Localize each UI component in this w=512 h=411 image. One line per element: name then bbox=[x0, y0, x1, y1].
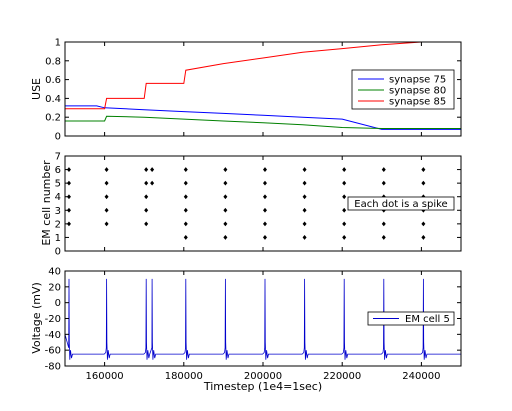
spike-dot bbox=[104, 194, 109, 200]
spike-dot bbox=[302, 235, 307, 240]
spike-dot bbox=[421, 221, 426, 227]
spike-dot bbox=[381, 235, 386, 240]
spike-dot bbox=[183, 235, 188, 240]
voltage-ylabel: Voltage (mV) bbox=[30, 282, 43, 354]
spike-dot bbox=[302, 167, 307, 172]
spike-dot bbox=[183, 194, 188, 200]
spike-dot bbox=[342, 221, 347, 227]
em-cell-ytick-label: 1 bbox=[55, 233, 61, 244]
spike-dot bbox=[104, 167, 109, 172]
legend-label: EM cell 5 bbox=[405, 314, 450, 325]
spike-dot bbox=[104, 207, 109, 213]
voltage-ytick-label: -80 bbox=[45, 362, 61, 373]
spike-dot bbox=[144, 194, 149, 200]
spike-dot bbox=[302, 207, 307, 213]
voltage-ytick-label: -60 bbox=[45, 346, 61, 357]
spike-dot bbox=[302, 180, 307, 186]
use-ytick-label: 0.6 bbox=[45, 75, 61, 86]
series-line bbox=[65, 105, 461, 130]
spike-dot bbox=[150, 180, 155, 186]
em-cell-ylabel: EM cell number bbox=[40, 160, 53, 246]
spike-dot bbox=[342, 207, 347, 213]
spike-dot bbox=[144, 221, 149, 227]
series-line bbox=[65, 42, 461, 110]
spike-dot bbox=[104, 180, 109, 186]
em-cell-ytick-label: 4 bbox=[55, 192, 61, 203]
em-cell-ytick-label: 7 bbox=[55, 152, 61, 163]
timestep-xlabel: Timestep (1e4=1sec) bbox=[203, 380, 322, 393]
xtick-label: 200000 bbox=[244, 371, 282, 382]
voltage-ytick-label: -20 bbox=[45, 314, 61, 325]
voltage-ytick-label: 40 bbox=[48, 267, 61, 278]
spike-dot bbox=[342, 167, 347, 172]
legend-label: synapse 75 bbox=[389, 75, 446, 86]
voltage-legend: EM cell 5 bbox=[367, 311, 455, 326]
spike-dot bbox=[262, 180, 267, 186]
spike-dot bbox=[223, 167, 228, 172]
spike-annotation-box bbox=[347, 196, 455, 211]
spike-dot bbox=[144, 180, 149, 186]
spike-dot bbox=[183, 167, 188, 172]
spike-dot bbox=[223, 235, 228, 240]
em-cell-ytick-label: 3 bbox=[55, 206, 61, 217]
use-ytick-label: 0.2 bbox=[45, 113, 61, 124]
spike-dot bbox=[223, 207, 228, 213]
spike-dot bbox=[223, 221, 228, 227]
spike-dot bbox=[421, 167, 426, 172]
spike-dot bbox=[381, 167, 386, 172]
spike-dot bbox=[381, 180, 386, 186]
series-line bbox=[65, 115, 461, 129]
spike-annotation: Each dot is a spike bbox=[354, 199, 447, 210]
xtick-label: 220000 bbox=[323, 371, 361, 382]
xtick-label: 180000 bbox=[165, 371, 203, 382]
spike-dot bbox=[262, 167, 267, 172]
spike-dot bbox=[183, 180, 188, 186]
spike-dot bbox=[421, 235, 426, 240]
spike-dot bbox=[183, 221, 188, 227]
spike-dot bbox=[342, 180, 347, 186]
voltage-trace bbox=[65, 278, 461, 360]
spike-dot bbox=[262, 207, 267, 213]
xtick-label: 240000 bbox=[402, 371, 440, 382]
legend-label: synapse 80 bbox=[389, 86, 446, 97]
spike-dot bbox=[183, 207, 188, 213]
use-ytick-label: 0.4 bbox=[45, 94, 61, 105]
voltage-ytick-label: 0 bbox=[55, 298, 61, 309]
use-ytick-label: 1 bbox=[55, 38, 61, 49]
spike-dot bbox=[302, 194, 307, 200]
spike-dot bbox=[262, 235, 267, 240]
em-cell-ytick-label: 5 bbox=[55, 179, 61, 190]
spike-dot bbox=[262, 194, 267, 200]
spike-dot bbox=[223, 194, 228, 200]
spike-dot bbox=[104, 221, 109, 227]
use-ylabel: USE bbox=[30, 78, 43, 100]
voltage-ytick-label: -40 bbox=[45, 330, 61, 341]
spike-dot bbox=[144, 167, 149, 172]
spike-dot bbox=[302, 221, 307, 227]
em-cell-ytick-label: 2 bbox=[55, 219, 61, 230]
spike-dot bbox=[262, 221, 267, 227]
em-cell-ytick-label: 6 bbox=[55, 165, 61, 176]
spike-dot bbox=[144, 207, 149, 213]
voltage-ytick-label: 20 bbox=[48, 282, 61, 293]
use-ytick-label: 0.8 bbox=[45, 56, 61, 67]
xtick-label: 160000 bbox=[86, 371, 124, 382]
use-ytick-label: 0 bbox=[55, 132, 61, 143]
em-cell-ytick-label: 0 bbox=[55, 247, 61, 258]
legend-label: synapse 85 bbox=[389, 97, 446, 108]
spike-dot bbox=[150, 167, 155, 172]
spike-dot bbox=[342, 235, 347, 240]
em-cell-panel: 0 1 2 3 4 5 6 7 EM cell number Each dot is a sp… bbox=[40, 152, 462, 258]
spike-dot bbox=[421, 180, 426, 186]
spike-dot bbox=[342, 194, 347, 200]
spike-dot bbox=[381, 221, 386, 227]
spike-dot bbox=[223, 180, 228, 186]
